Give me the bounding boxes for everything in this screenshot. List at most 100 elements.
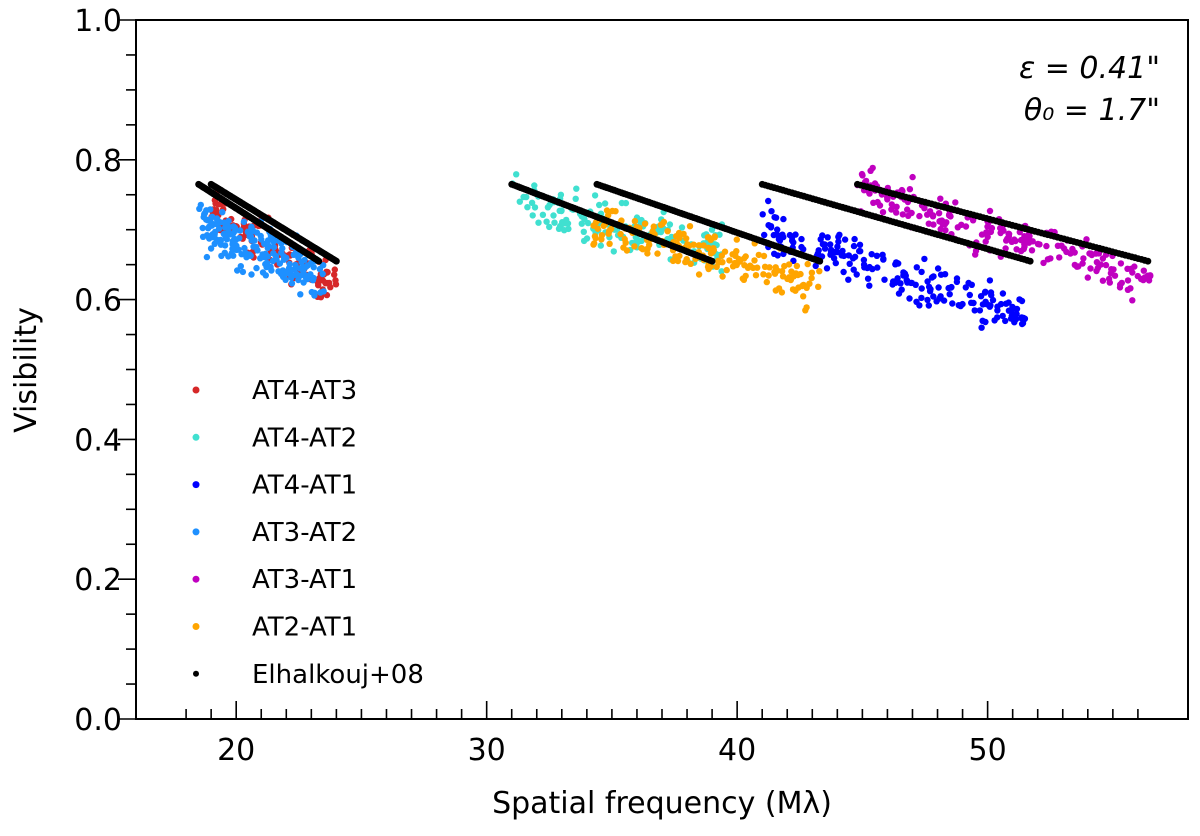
legend-item: AT4-AT3 (192, 376, 357, 406)
data-point (824, 234, 831, 241)
data-point (981, 289, 989, 296)
legend-item: AT3-AT2 (192, 518, 357, 548)
data-point (999, 290, 1007, 297)
data-point (631, 243, 638, 250)
data-point (742, 253, 749, 260)
data-point (889, 281, 896, 288)
data-point (761, 231, 768, 239)
data-point (1083, 236, 1090, 243)
data-point (524, 204, 531, 211)
data-point (972, 251, 979, 258)
data-point (332, 277, 339, 284)
data-point (929, 213, 937, 220)
data-point (906, 295, 913, 302)
data-point (682, 258, 689, 266)
data-point (261, 254, 269, 261)
data-point (726, 257, 733, 264)
data-point (879, 209, 887, 216)
data-point (749, 264, 757, 272)
data-point (606, 240, 613, 247)
data-point (930, 293, 937, 300)
data-point (904, 279, 911, 286)
data-point (989, 296, 997, 304)
model-curves (195, 180, 1152, 265)
series-at2-at1 (590, 207, 823, 314)
data-point (952, 199, 959, 206)
data-point (834, 243, 841, 250)
data-point (598, 232, 606, 239)
legend-marker (192, 433, 200, 441)
data-point (273, 256, 280, 263)
data-point (803, 304, 810, 311)
data-point (953, 275, 961, 282)
data-point (999, 312, 1006, 320)
data-point (904, 206, 911, 213)
data-point (210, 234, 217, 241)
data-point (765, 197, 772, 205)
data-point (927, 285, 934, 293)
data-point (790, 257, 797, 264)
y-tick-label: 0.8 (74, 144, 122, 179)
data-point (751, 257, 758, 264)
data-point (248, 271, 255, 278)
data-point (638, 245, 645, 252)
data-point (840, 268, 847, 276)
data-point (978, 324, 985, 331)
y-tick-labels: 0.0 0.2 0.4 0.6 0.8 1.0 (74, 4, 122, 738)
data-point (858, 170, 866, 178)
data-point (986, 277, 994, 284)
data-point (603, 207, 611, 214)
data-point (700, 242, 707, 249)
data-point (218, 252, 225, 260)
data-point (851, 253, 859, 260)
data-point (1087, 265, 1094, 272)
data-point (850, 242, 858, 250)
data-point (983, 229, 990, 236)
data-point (596, 201, 603, 209)
data-point (319, 270, 326, 278)
data-point (916, 212, 923, 220)
data-point (1124, 277, 1132, 284)
data-point (686, 223, 694, 230)
data-point (779, 273, 787, 280)
y-tick-label: 0.2 (74, 563, 122, 598)
data-point (203, 232, 211, 239)
data-point (199, 224, 206, 232)
data-point (215, 225, 223, 232)
data-point (830, 255, 838, 262)
y-tick-label: 0.0 (74, 703, 122, 738)
data-point (938, 217, 946, 224)
legend-item: AT4-AT2 (192, 423, 357, 453)
data-point (1140, 276, 1147, 284)
data-point (222, 224, 229, 231)
data-point (1054, 242, 1062, 249)
x-tick-label: 20 (217, 733, 255, 768)
data-point (860, 261, 868, 268)
data-point (557, 191, 565, 198)
data-point (673, 233, 680, 240)
model-segment (207, 180, 340, 265)
axis-ticks (118, 19, 1139, 720)
data-point (1063, 248, 1070, 256)
data-point (721, 248, 729, 255)
data-point (772, 287, 779, 294)
data-point (261, 240, 268, 247)
data-point (906, 186, 914, 193)
data-point (772, 214, 780, 221)
data-point (229, 241, 236, 248)
data-point (771, 268, 778, 276)
x-tick-label: 40 (718, 733, 756, 768)
data-point (516, 198, 523, 205)
data-point (544, 204, 552, 211)
data-point (808, 269, 816, 276)
data-point (707, 250, 715, 257)
data-point (888, 206, 895, 213)
data-point (263, 263, 270, 271)
data-point (253, 264, 260, 272)
data-point (1099, 277, 1107, 284)
data-point (641, 220, 649, 227)
data-point (1134, 272, 1142, 280)
data-point (913, 264, 920, 271)
data-point (815, 283, 822, 290)
data-point (959, 300, 966, 308)
